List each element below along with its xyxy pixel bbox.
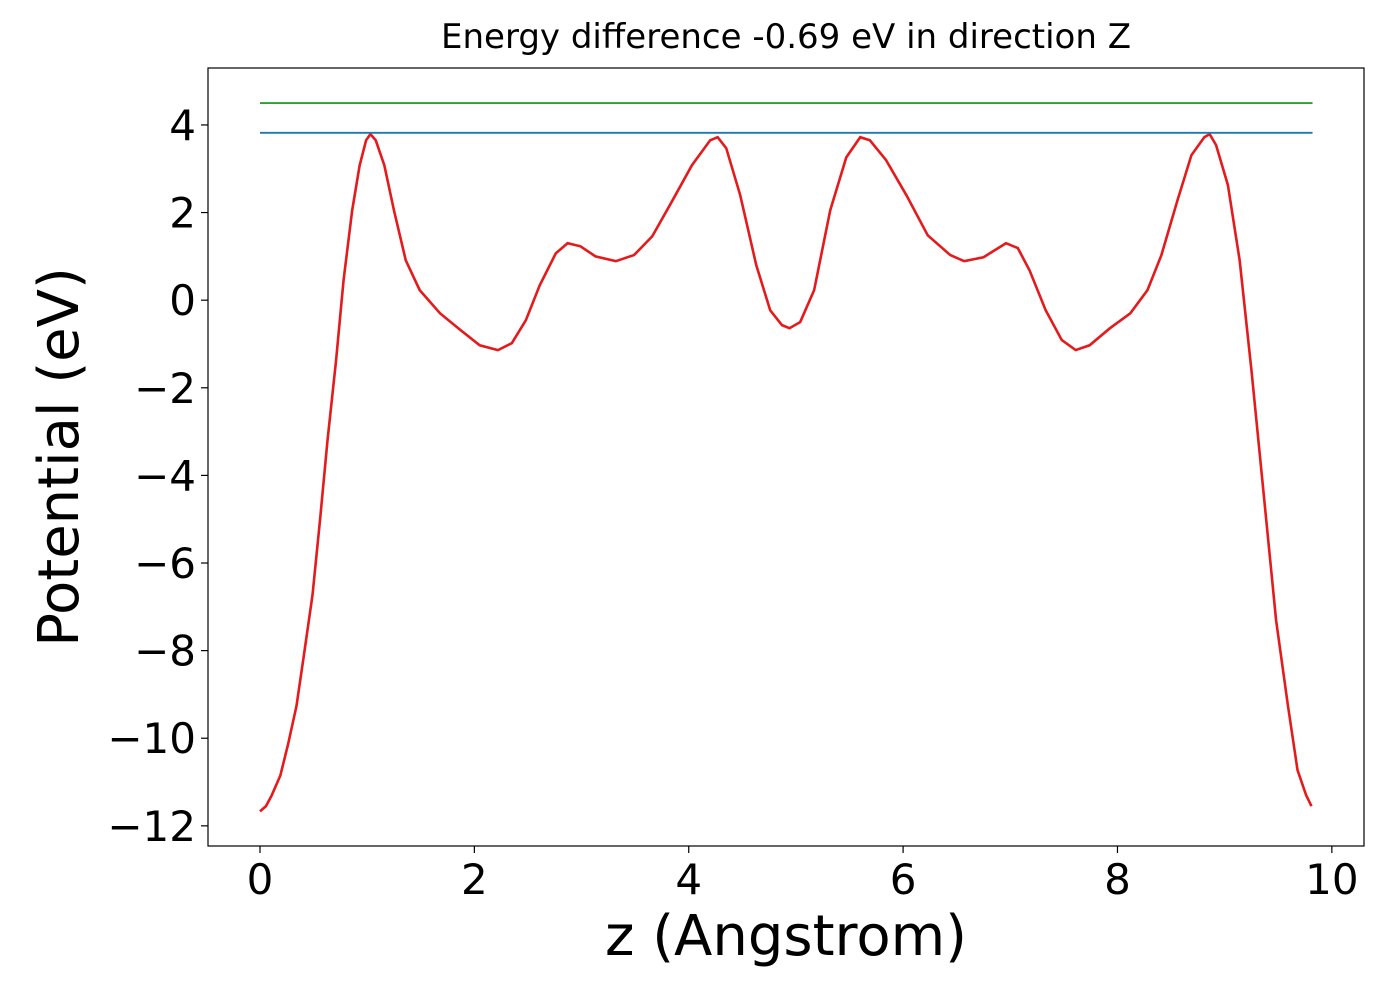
line: [259, 132, 1313, 813]
y-tick-label: −2: [134, 364, 196, 413]
y-tick-label: 0: [169, 276, 196, 325]
x-tick-label: 4: [675, 855, 702, 904]
y-tick-label: −12: [107, 802, 196, 851]
y-tick-label: 2: [169, 189, 196, 238]
y-tick-label: −4: [134, 451, 196, 500]
x-tick-label: 0: [247, 855, 274, 904]
x-tick-label: 2: [461, 855, 488, 904]
x-tick-label: 10: [1305, 855, 1358, 904]
y-tick-label: −10: [107, 714, 196, 763]
y-axis-label: Potential (eV): [27, 267, 92, 647]
plot-frame: [207, 67, 1365, 847]
chart-title: Energy difference -0.69 eV in direction …: [441, 17, 1131, 57]
x-axis-label: z (Angstrom): [605, 904, 967, 969]
y-tick-label: 4: [169, 101, 196, 150]
y-tick-label: −8: [134, 627, 196, 676]
x-tick-label: 6: [890, 855, 917, 904]
x-tick-label: 8: [1104, 855, 1131, 904]
y-tick-label: −6: [134, 539, 196, 588]
